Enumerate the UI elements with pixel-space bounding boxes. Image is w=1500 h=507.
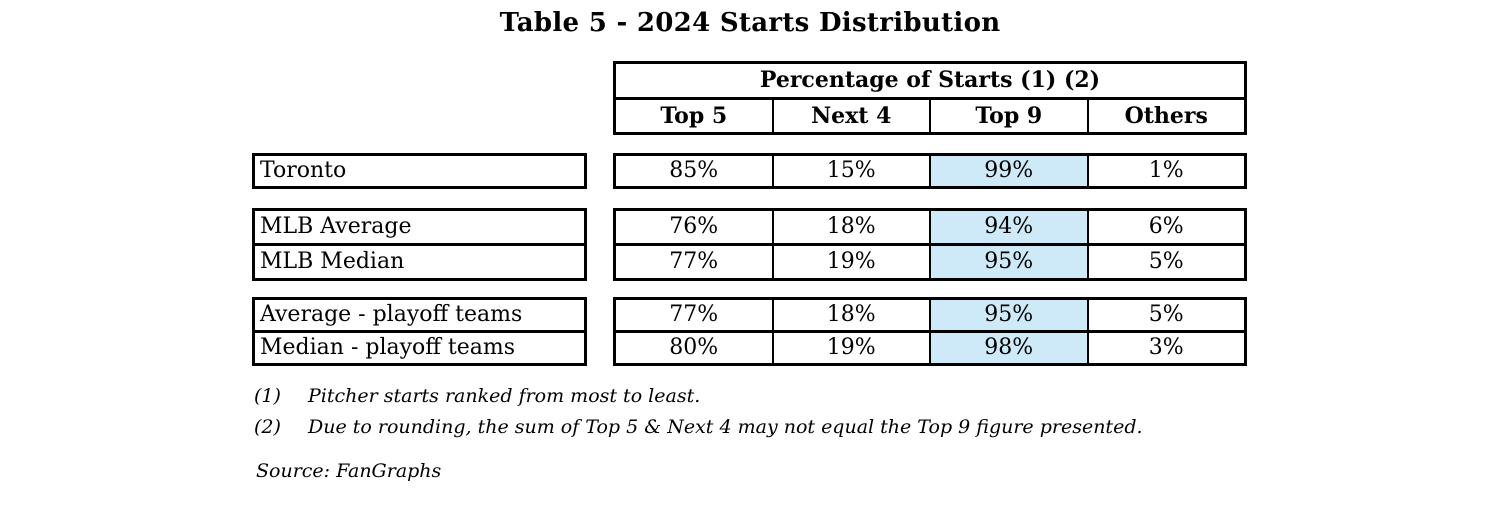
page-title: Table 5 - 2024 Starts Distribution <box>499 8 1001 38</box>
cell-mlb-average-top9: 94% <box>929 211 1087 243</box>
footnote-1-marker: (1) <box>254 385 281 407</box>
label-block-playoff: Average - playoff teams Median - playoff… <box>252 297 587 366</box>
column-header-row: Top 5 Next 4 Top 9 Others <box>616 100 1244 132</box>
column-header-top5: Top 5 <box>660 103 728 129</box>
cell-mlb-average-top5: 76% <box>669 214 719 239</box>
cell-mlb-average-others: 6% <box>1086 211 1245 243</box>
cell-median-playoff-next4: 19% <box>771 333 930 363</box>
row-divider <box>255 243 584 246</box>
cell-average-playoff-next4: 18% <box>771 300 930 330</box>
label-block-mlb: MLB Average MLB Median <box>252 208 587 281</box>
row-label-average-playoff: Average - playoff teams <box>260 302 523 327</box>
row-divider <box>616 330 1244 333</box>
label-block-toronto: Toronto <box>252 153 587 189</box>
header-divider <box>616 97 1244 100</box>
footnote-1-text: Pitcher starts ranked from most to least… <box>308 385 701 407</box>
table-row: 80% 19% 98% 3% <box>616 333 1244 363</box>
footnotes: (1) Pitcher starts ranked from most to l… <box>254 385 1143 447</box>
data-block-playoff: 77% 18% 95% 5% 80% 19% 98% 3% <box>613 297 1247 366</box>
footnote-2: (2) Due to rounding, the sum of Top 5 & … <box>254 416 1143 438</box>
footnote-2-marker: (2) <box>254 416 281 438</box>
table-row: Toronto <box>255 156 584 186</box>
cell-toronto-next4: 15% <box>771 156 930 186</box>
row-label-median-playoff: Median - playoff teams <box>260 335 516 360</box>
table-row: Average - playoff teams <box>255 300 584 330</box>
table-row: MLB Median <box>255 246 584 278</box>
cell-median-playoff-top5: 80% <box>669 335 719 360</box>
source-line: Source: FanGraphs <box>256 460 442 482</box>
column-header-next4: Next 4 <box>771 100 930 132</box>
table-row: Median - playoff teams <box>255 333 584 363</box>
cell-mlb-average-next4: 18% <box>771 211 930 243</box>
column-header-top9: Top 9 <box>929 100 1087 132</box>
header-group-row: Percentage of Starts (1) (2) <box>616 64 1244 97</box>
data-block-mlb: 76% 18% 94% 6% 77% 19% 95% 5% <box>613 208 1247 281</box>
cell-toronto-top9: 99% <box>929 156 1087 186</box>
cell-toronto-others: 1% <box>1086 156 1245 186</box>
cell-median-playoff-others: 3% <box>1086 333 1245 363</box>
row-label-mlb-average: MLB Average <box>260 214 412 239</box>
table-row: MLB Average <box>255 211 584 243</box>
row-divider <box>255 330 584 333</box>
cell-median-playoff-top9: 98% <box>929 333 1087 363</box>
footnote-2-text: Due to rounding, the sum of Top 5 & Next… <box>308 416 1143 438</box>
table-row: 76% 18% 94% 6% <box>616 211 1244 243</box>
table-row: 85% 15% 99% 1% <box>616 156 1244 186</box>
data-block-toronto: 85% 15% 99% 1% <box>613 153 1247 189</box>
cell-average-playoff-others: 5% <box>1086 300 1245 330</box>
cell-average-playoff-top5: 77% <box>669 302 719 327</box>
table-header-block: Percentage of Starts (1) (2) Top 5 Next … <box>613 61 1247 135</box>
cell-mlb-median-top5: 77% <box>669 249 719 274</box>
column-header-others: Others <box>1086 100 1245 132</box>
row-label-toronto: Toronto <box>260 158 347 183</box>
cell-mlb-median-next4: 19% <box>771 246 930 278</box>
footnote-1: (1) Pitcher starts ranked from most to l… <box>254 385 1143 407</box>
cell-toronto-top5: 85% <box>669 158 719 183</box>
row-divider <box>616 243 1244 246</box>
table-row: 77% 19% 95% 5% <box>616 246 1244 278</box>
header-group-label: Percentage of Starts (1) (2) <box>759 67 1101 93</box>
table-row: 77% 18% 95% 5% <box>616 300 1244 330</box>
cell-mlb-median-others: 5% <box>1086 246 1245 278</box>
cell-average-playoff-top9: 95% <box>929 300 1087 330</box>
cell-mlb-median-top9: 95% <box>929 246 1087 278</box>
row-label-mlb-median: MLB Median <box>260 249 405 274</box>
